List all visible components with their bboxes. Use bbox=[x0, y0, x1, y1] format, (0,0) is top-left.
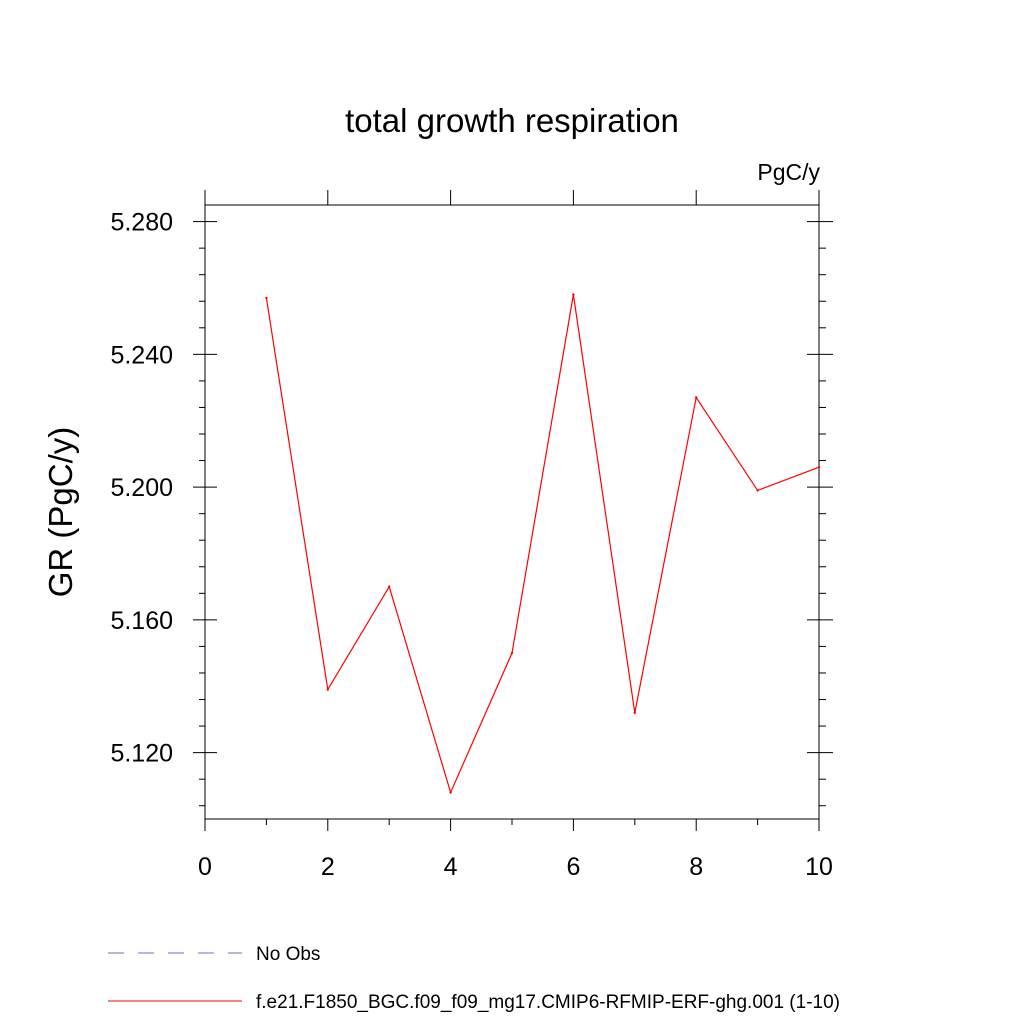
legend: No Obs f.e21.F1850_BGC.f09_f09_mg17.CMIP6… bbox=[108, 944, 840, 1013]
y-tick-label: 5.120 bbox=[110, 740, 173, 768]
x-tick-label: 2 bbox=[321, 853, 335, 881]
axis-tick-labels: 0 2 4 6 8 10 5.120 5.160 5.200 5.240 5.280 bbox=[110, 209, 832, 881]
data-point bbox=[388, 585, 391, 588]
units-label: PgC/y bbox=[757, 159, 820, 185]
series-group bbox=[265, 293, 821, 795]
data-point bbox=[326, 688, 329, 691]
y-tick-label: 5.240 bbox=[110, 341, 173, 369]
data-point bbox=[449, 791, 452, 794]
data-point bbox=[510, 651, 514, 655]
x-tick-label: 8 bbox=[689, 853, 703, 881]
data-point bbox=[756, 489, 759, 492]
y-axis-label: GR (PgC/y) bbox=[42, 427, 79, 598]
data-point bbox=[265, 296, 268, 300]
data-point bbox=[817, 465, 821, 469]
y-tick-label: 5.160 bbox=[110, 607, 173, 635]
legend-label: No Obs bbox=[256, 944, 320, 965]
y-tick-label: 5.280 bbox=[110, 209, 173, 237]
data-point bbox=[572, 293, 575, 296]
series-line bbox=[265, 294, 820, 795]
chart-title: total growth respiration bbox=[345, 102, 679, 139]
axis-ticks bbox=[193, 190, 833, 831]
x-tick-label: 4 bbox=[444, 853, 458, 881]
plot-frame bbox=[204, 204, 820, 820]
x-tick-label: 6 bbox=[566, 853, 580, 881]
x-tick-label: 10 bbox=[805, 853, 833, 881]
x-tick-label: 0 bbox=[198, 853, 212, 881]
data-point bbox=[695, 396, 698, 399]
y-tick-label: 5.200 bbox=[110, 474, 173, 502]
legend-label: f.e21.F1850_BGC.f09_f09_mg17.CMIP6-RFMIP… bbox=[256, 992, 840, 1013]
data-point bbox=[633, 711, 636, 714]
